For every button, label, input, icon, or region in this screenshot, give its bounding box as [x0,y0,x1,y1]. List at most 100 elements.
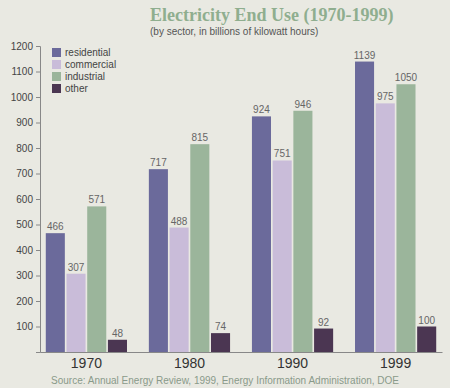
bar [252,116,271,352]
y-tick-mark [36,97,40,98]
bars [46,62,436,352]
y-tick: 600 [16,194,40,205]
data-label: 1139 [354,50,376,61]
data-label: 488 [171,216,188,227]
x-tick: 1970 [71,355,102,371]
y-tick: 1000 [11,92,40,103]
bar [108,340,127,352]
bar [46,233,65,352]
data-label: 48 [112,328,124,339]
x-tick: 1990 [277,355,308,371]
y-tick: 400 [16,245,40,256]
y-axis-line [36,47,41,353]
y-tick-mark [36,301,40,302]
bar [66,274,85,352]
legend-swatch [52,60,61,69]
bar [417,327,436,353]
data-label: 975 [377,91,394,102]
y-tick-mark [36,46,40,47]
bar [170,228,189,352]
y-tick-label: 200 [16,296,33,307]
y-tick-mark [36,72,40,73]
x-tick-label: 1999 [380,355,411,371]
y-tick-label: 500 [16,219,33,230]
y-tick-label: 400 [16,245,33,256]
legend-item: commercial [52,59,116,70]
y-tick: 200 [16,296,40,307]
bar [293,111,312,352]
y-tick-label: 800 [16,143,33,154]
y-tick: 100 [16,321,40,332]
legend-swatch [52,72,61,81]
subtitle: (by sector, in billions of kilowatt hour… [150,26,318,37]
y-tick-mark [36,148,40,149]
legend-item: residential [52,47,111,58]
y-tick: 500 [16,219,40,230]
bar [396,84,415,352]
legend-label: other [65,83,88,94]
data-label: 92 [318,317,330,328]
y-tick-label: 1100 [11,66,33,77]
y-tick: 300 [16,270,40,281]
bar [273,160,292,352]
legend-swatch [52,48,61,57]
legend-label: commercial [65,59,116,70]
x-tick-label: 1980 [174,355,205,371]
background [0,0,450,388]
y-tick-mark [36,276,40,277]
bar [355,62,374,352]
y-axis: 100 200 300 400 500 600 700 800 900 1000 1100 1200 [11,41,41,353]
data-label: 717 [150,157,167,168]
y-tick-label: 1200 [11,41,34,52]
legend-swatch [52,84,61,93]
y-tick: 800 [16,143,40,154]
legend-label: industrial [65,71,105,82]
data-label: 74 [215,321,227,332]
y-tick-label: 600 [16,194,33,205]
data-label: 466 [47,221,64,232]
data-label: 751 [274,148,291,159]
bar [87,206,106,352]
legend-item: other [52,83,88,94]
x-tick: 1980 [174,355,205,371]
legend-label: residential [65,47,111,58]
legend-item: industrial [52,71,105,82]
data-label: 815 [191,132,208,143]
y-tick: 900 [16,117,40,128]
chart: Electricity End Use (1970-1999)(by secto… [0,0,450,388]
y-tick: 1200 [11,41,40,52]
y-tick-mark [36,327,40,328]
source: Source: Annual Energy Review, 1999, Ener… [51,375,399,386]
data-label: 571 [88,194,105,205]
data-label: 100 [418,315,435,326]
y-tick: 700 [16,168,40,179]
data-label: 307 [68,262,85,273]
x-tick-label: 1990 [277,355,308,371]
y-tick-label: 700 [16,168,33,179]
y-tick-label: 900 [16,117,33,128]
y-tick-mark [36,199,40,200]
y-tick-label: 300 [16,270,33,281]
x-tick: 1999 [380,355,411,371]
plot: 466 717 924 1139 307 488 751 975 571 815 946 1050 48… [11,41,443,371]
legend: residentialcommercialindustrialother [52,47,116,94]
y-tick: 1100 [11,66,40,77]
data-labels: 466 717 924 1139 307 488 751 975 571 815 946 1050 48… [47,50,436,339]
y-tick-mark [36,174,40,175]
title: Electricity End Use (1970-1999) [150,5,393,26]
bar [149,169,168,352]
y-tick-mark [36,250,40,251]
data-label: 1050 [395,72,418,83]
x-tick-label: 1970 [71,355,102,371]
bar [211,333,230,352]
data-label: 946 [295,99,312,110]
y-tick-mark [36,123,40,124]
y-tick-label: 100 [16,321,33,332]
x-axis-line [41,352,443,353]
y-tick-mark [36,225,40,226]
x-axis: 1970 1980 1990 1999 [41,353,443,371]
bar [376,103,395,352]
data-label: 924 [253,104,270,115]
y-tick-label: 1000 [11,92,34,103]
bar [314,329,333,352]
